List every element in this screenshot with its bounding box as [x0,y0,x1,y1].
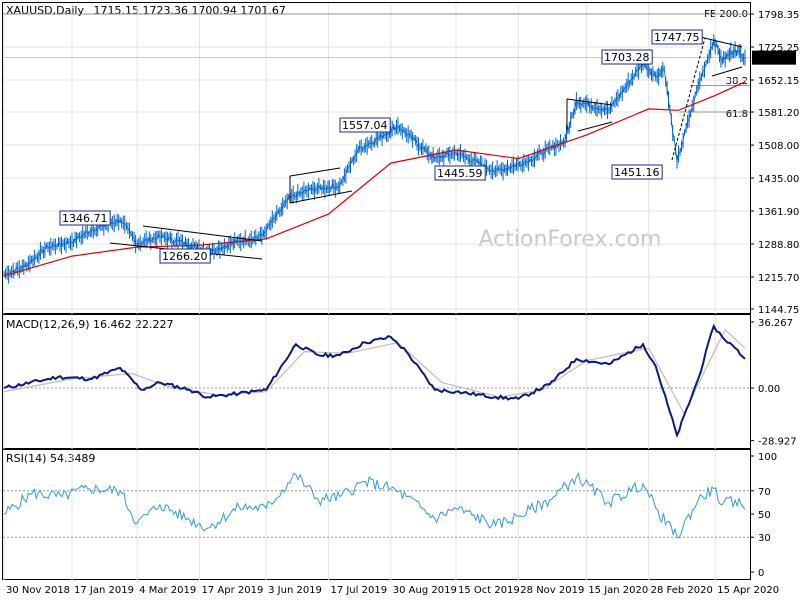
last-price-label: 1701.67 [755,54,796,65]
x-tick-label: 28 Nov 2019 [520,585,584,596]
x-tick-label: 28 Feb 2020 [651,585,713,596]
fib-38-label: 38.2 [726,76,748,87]
projection-dashed-line [671,37,706,161]
rsi-tick-label: 100 [758,452,777,463]
flag-upper-line [289,167,341,177]
macd-tick-label: 0.00 [758,384,780,395]
rsi-line [3,472,746,539]
macd-panel-frame [2,314,751,449]
rsi-tick-label: 0 [758,568,764,579]
pennant-upper-line [566,98,613,106]
axis-layer: 30 Nov 2018 17 Jan 2019 4 Mar 2019 17 Apr 2… [6,10,799,596]
price-annotation-label: 1266.20 [162,250,208,263]
x-tick-label: 17 Jul 2019 [330,585,387,596]
macd-line [3,323,746,439]
annotations-layer: 1346.71 1266.20 1557.04 1445.59 1703.28 1451.… [59,29,743,264]
price-annotation-box [434,165,486,181]
price-tick-label: 1361.90 [758,207,799,218]
x-tick-label: 17 Apr 2019 [202,585,264,596]
triangle-upper-line [142,225,263,242]
price-annotation-label: 1747.75 [654,31,700,44]
price-annotation-label: 1703.28 [604,51,650,64]
rsi-tick-label: 50 [758,510,771,521]
rsi-tick-label: 30 [758,533,771,544]
price-annotation-label: 1445.59 [437,167,483,180]
flag-lower-line [289,190,353,204]
macd-tick-label: -28.927 [758,437,797,448]
chart-header-symbol: XAUUSD,Daily 1715.15 1723.36 1700.94 170… [6,4,286,17]
price-tick-label: 1215.70 [758,273,799,284]
rsi-tick-label: 70 [758,487,771,498]
x-tick-label: 17 Jan 2019 [74,585,134,596]
price-line [3,40,746,276]
x-tick-label: 4 Mar 2019 [139,585,196,596]
price-annotation-box [159,248,211,264]
last-price-box [752,50,796,65]
watermark: ActionForex.com [479,227,662,252]
ohlc-text: 1715.15 1723.36 1700.94 1701.67 [93,4,285,17]
rsi-label: RSI(14) 54.3489 [6,452,95,465]
wedge-upper-line [699,36,743,48]
price-annotation-box [611,164,663,180]
x-tick-label: 3 Jun 2019 [268,585,322,596]
price-annotation-box [601,49,653,65]
rsi-panel-frame [2,449,751,580]
macd-label: MACD(12,26,9) 16.462 22.227 [6,318,174,331]
x-tick-label: 15 Oct 2019 [458,585,520,596]
price-annotation-label: 1451.16 [614,166,660,179]
price-panel-frame [2,2,751,314]
timeframe-text: Daily [56,4,84,17]
grid-layer [3,3,750,580]
price-annotation-box [651,29,703,45]
x-tick-label: 30 Nov 2018 [6,585,70,596]
price-tick-label: 1508.00 [758,141,799,152]
price-annotation-label: 1346.71 [62,212,108,225]
price-annotation-label: 1557.04 [342,119,388,132]
pennant-lower-line [577,121,613,132]
series-layer [3,34,746,539]
price-tick-label: 1435.00 [758,174,799,185]
price-tick-label: 1288.80 [758,240,799,251]
price-tick-label: 1652.15 [758,76,799,87]
fib-61-label: 61.8 [726,109,748,120]
macd-tick-label: 36.267 [758,318,793,329]
macd-signal-line [3,328,746,415]
x-tick-label: 30 Aug 2019 [393,585,457,596]
symbol-text: XAUUSD [6,4,53,17]
x-tick-label: 15 Jan 2020 [588,585,648,596]
wedge-lower-line [711,66,743,77]
price-tick-label: 1581.20 [758,108,799,119]
price-tick-label: 1798.35 [758,10,799,21]
price-tick-label: 1144.75 [758,305,799,316]
price-annotation-box [339,117,391,133]
price-annotation-box [59,210,111,226]
x-tick-label: 15 Apr 2020 [717,585,779,596]
price-tick-label: 1725.25 [758,43,799,54]
